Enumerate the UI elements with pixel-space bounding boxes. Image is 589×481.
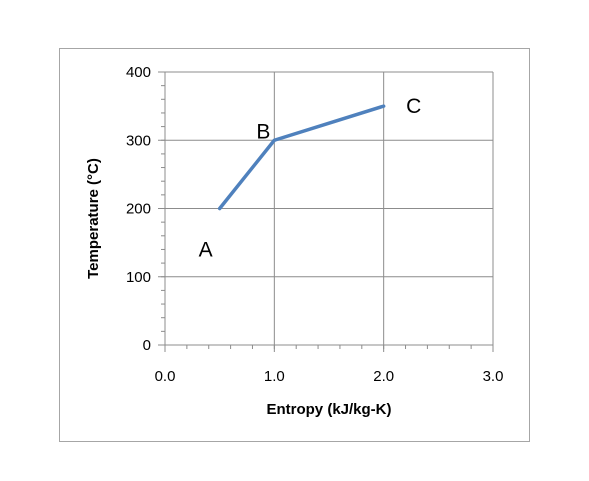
series-line	[217, 104, 386, 211]
y-tick-label: 400	[126, 64, 151, 81]
label-layer: A B C	[199, 95, 422, 261]
x-tick-label: 3.0	[483, 368, 504, 385]
x-tick-label: 1.0	[264, 368, 285, 385]
point-label-c: C	[406, 95, 421, 118]
axis-layer: 0 100 200 300 400 0.0 1.0 2.0 3.0	[126, 64, 503, 385]
point-label-b: B	[256, 120, 270, 143]
chart-frame	[59, 48, 530, 442]
y-tick-label: 300	[126, 132, 151, 149]
x-tick-label: 0.0	[155, 368, 176, 385]
y-tick-label: 0	[143, 337, 151, 354]
x-tick-label: 2.0	[373, 368, 394, 385]
series-layer	[217, 104, 386, 211]
point-label-a: A	[199, 239, 213, 262]
y-tick-label: 200	[126, 201, 151, 218]
grid-layer	[165, 71, 494, 345]
x-axis-title: Entropy (kJ/kg-K)	[266, 401, 391, 418]
y-axis-title: Temperature (°C)	[85, 158, 102, 279]
y-tick-label: 100	[126, 269, 151, 286]
